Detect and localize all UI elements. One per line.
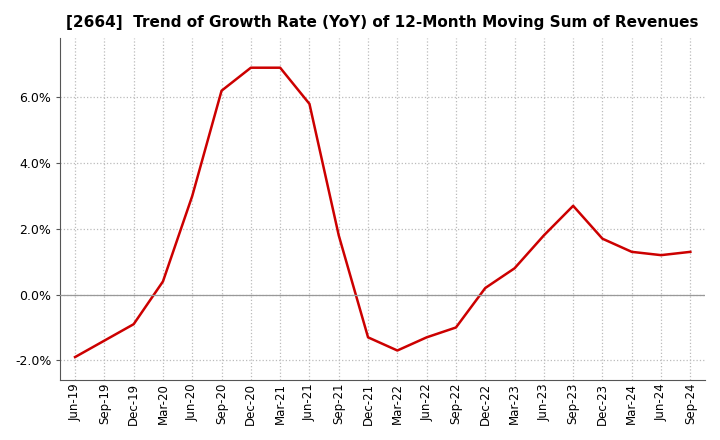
Title: [2664]  Trend of Growth Rate (YoY) of 12-Month Moving Sum of Revenues: [2664] Trend of Growth Rate (YoY) of 12-… <box>66 15 699 30</box>
